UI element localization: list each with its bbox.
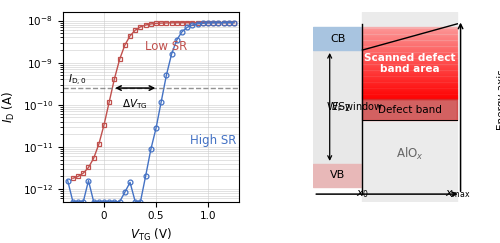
Bar: [362, 95, 458, 96]
Bar: [362, 99, 458, 120]
Text: Defect band: Defect band: [378, 105, 442, 115]
Bar: [362, 67, 458, 68]
Bar: [362, 54, 458, 55]
Text: Scanned defect
band area: Scanned defect band area: [364, 52, 456, 74]
Text: $\Delta V_{\mathrm{TG}}$: $\Delta V_{\mathrm{TG}}$: [122, 97, 148, 111]
Bar: [362, 96, 458, 97]
Bar: [362, 88, 458, 90]
Bar: [362, 57, 458, 59]
Text: $I_{\mathrm{D,0}}$: $I_{\mathrm{D,0}}$: [68, 73, 86, 88]
Bar: [362, 69, 458, 70]
Bar: [362, 51, 458, 52]
Bar: [362, 59, 458, 60]
Bar: [362, 70, 458, 72]
Text: $E_{\mathrm{F}}$ window: $E_{\mathrm{F}}$ window: [332, 100, 384, 114]
Bar: [362, 86, 458, 87]
Bar: [362, 74, 458, 75]
Bar: [362, 73, 458, 74]
Bar: [362, 35, 458, 36]
Bar: [362, 97, 458, 98]
Bar: [362, 90, 458, 91]
Text: $x_{\mathrm{max}}$: $x_{\mathrm{max}}$: [444, 188, 470, 200]
Bar: [362, 83, 458, 84]
Bar: [362, 30, 458, 31]
Bar: [362, 42, 458, 43]
Bar: [362, 33, 458, 35]
Text: Energy axis: Energy axis: [498, 69, 500, 130]
Bar: [362, 27, 458, 28]
Bar: [362, 48, 458, 49]
Text: Low SR: Low SR: [146, 40, 188, 53]
Bar: [362, 31, 458, 32]
Bar: [314, 164, 362, 187]
Text: $x_0$: $x_0$: [356, 188, 369, 200]
Bar: [362, 80, 458, 81]
Bar: [362, 78, 458, 79]
Bar: [362, 68, 458, 69]
Bar: [362, 63, 458, 65]
Bar: [314, 27, 362, 50]
Bar: [362, 52, 458, 54]
Bar: [362, 12, 458, 202]
Bar: [362, 91, 458, 92]
Bar: [362, 60, 458, 61]
Text: CB: CB: [330, 34, 345, 44]
Bar: [362, 72, 458, 73]
Bar: [362, 43, 458, 44]
Text: High SR: High SR: [190, 134, 236, 147]
Bar: [362, 81, 458, 83]
Bar: [362, 36, 458, 37]
Bar: [314, 50, 362, 164]
Bar: [362, 84, 458, 85]
Bar: [362, 28, 458, 30]
Bar: [362, 45, 458, 46]
Bar: [362, 61, 458, 62]
Bar: [362, 44, 458, 45]
Bar: [362, 38, 458, 39]
Bar: [362, 39, 458, 41]
Bar: [362, 55, 458, 56]
Text: AlO$_x$: AlO$_x$: [396, 146, 423, 162]
Bar: [362, 32, 458, 33]
Bar: [362, 77, 458, 78]
Bar: [362, 56, 458, 57]
Bar: [362, 93, 458, 95]
Bar: [362, 79, 458, 80]
Bar: [362, 46, 458, 48]
Bar: [362, 85, 458, 86]
Bar: [362, 98, 458, 99]
Bar: [362, 87, 458, 88]
Bar: [362, 37, 458, 38]
Bar: [362, 92, 458, 93]
Bar: [362, 66, 458, 67]
X-axis label: $V_{\mathrm{TG}}$ (V): $V_{\mathrm{TG}}$ (V): [130, 227, 172, 243]
Bar: [362, 62, 458, 63]
Bar: [362, 41, 458, 42]
Bar: [362, 49, 458, 50]
Text: VB: VB: [330, 170, 345, 180]
Bar: [362, 65, 458, 66]
Bar: [362, 75, 458, 77]
Bar: [362, 50, 458, 51]
Y-axis label: $I_{\mathrm{D}}$ (A): $I_{\mathrm{D}}$ (A): [1, 91, 17, 123]
Text: WS$_2$: WS$_2$: [326, 100, 350, 114]
